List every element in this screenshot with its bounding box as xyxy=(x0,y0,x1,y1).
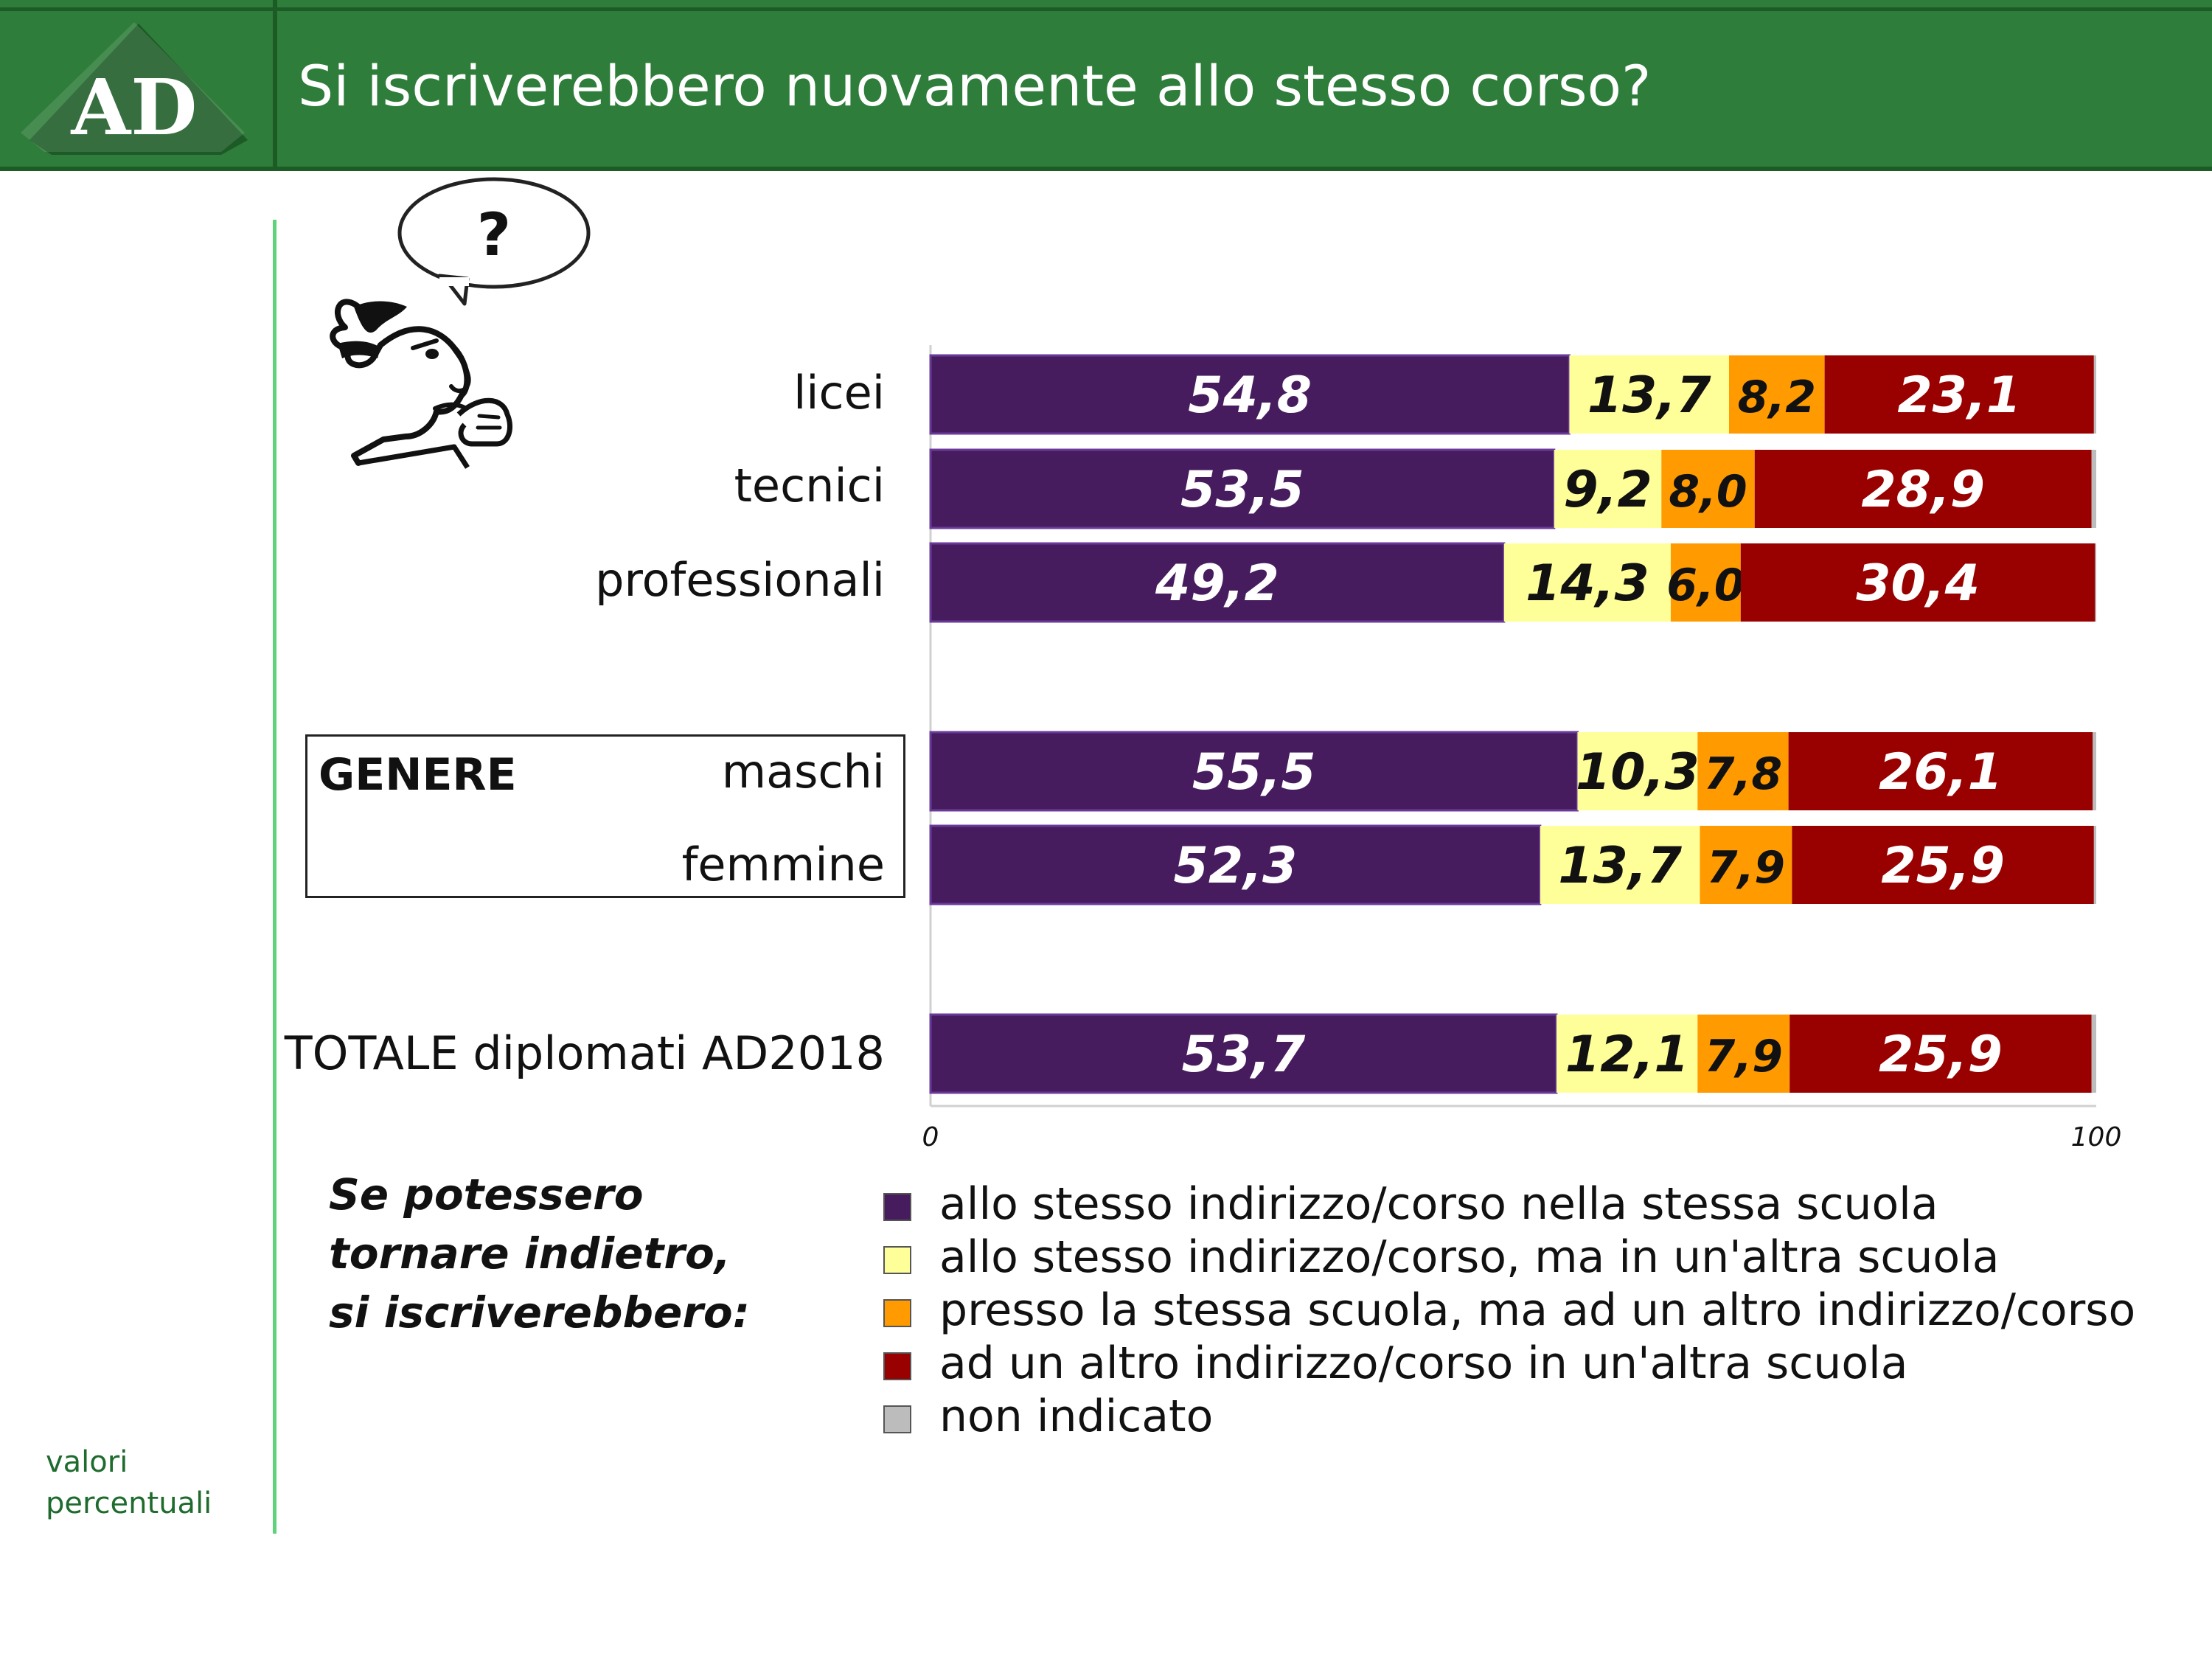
units-note: valori percentuali xyxy=(46,1441,212,1524)
bar-totale-diplomati-ad2018-series-2 xyxy=(1697,1015,1790,1093)
bubble-question-mark: ? xyxy=(477,201,511,269)
legend-swatch-yellow xyxy=(883,1246,911,1274)
data-label-licei-series-2: 8,2 xyxy=(1738,372,1816,423)
data-label-professionali-series-3: 30,4 xyxy=(1856,554,1980,613)
bar-maschi-series-1 xyxy=(1577,732,1698,810)
data-label-tecnici-series-1: 9,2 xyxy=(1563,461,1652,519)
header-top-rule xyxy=(0,7,2212,11)
data-label-femmine-series-3: 25,9 xyxy=(1881,837,2005,895)
data-label-maschi-series-1: 10,3 xyxy=(1576,743,1700,801)
bar-femmine-series-3 xyxy=(1792,826,2094,904)
bar-tecnici-series-1 xyxy=(1554,450,1662,528)
question-text: Se potessero tornare indietro, si iscriv… xyxy=(329,1165,750,1342)
bar-licei-series-1 xyxy=(1569,355,1729,434)
data-label-professionali-series-0: 49,2 xyxy=(1155,554,1279,613)
data-label-femmine-series-0: 52,3 xyxy=(1174,837,1298,895)
bar-maschi-series-2 xyxy=(1697,732,1789,810)
x-tick-label: 100 xyxy=(2071,1122,2122,1152)
bar-professionali-series-1 xyxy=(1503,543,1671,622)
legend-label: allo stesso indirizzo/corso nella stessa… xyxy=(939,1178,1938,1230)
header-bar: AD Si iscriverebbero nuovamente allo ste… xyxy=(0,0,2212,171)
legend-label: ad un altro indirizzo/corso in un'altra … xyxy=(939,1338,1908,1389)
bar-licei-series-2 xyxy=(1728,355,1825,434)
category-label-maschi: maschi xyxy=(721,745,885,799)
ad-logo: AD xyxy=(0,0,273,171)
data-label-tecnici-series-2: 8,0 xyxy=(1669,466,1747,518)
category-label-tecnici: tecnici xyxy=(734,459,885,512)
side-rule xyxy=(273,220,276,1534)
category-label-licei: licei xyxy=(793,366,885,420)
data-label-femmine-series-2: 7,9 xyxy=(1707,842,1785,894)
data-label-tecnici-series-0: 53,5 xyxy=(1180,461,1304,519)
genere-label: GENERE xyxy=(319,749,517,801)
legend-swatch-orange xyxy=(883,1299,911,1327)
legend-swatch-grey xyxy=(883,1405,911,1433)
bar-totale-diplomati-ad2018-series-1 xyxy=(1556,1015,1698,1093)
legend-swatch-red xyxy=(883,1352,911,1380)
bar-tecnici-series-0 xyxy=(929,448,1556,529)
bar-tecnici-series-3 xyxy=(1754,450,2092,528)
bar-totale-diplomati-ad2018-series-3 xyxy=(1790,1015,2092,1093)
units-note-line-2: percentuali xyxy=(46,1486,212,1520)
legend-swatch-purple xyxy=(883,1193,911,1221)
bar-femmine-series-2 xyxy=(1700,826,1792,904)
question-line-2: tornare indietro, xyxy=(329,1228,731,1279)
category-label-professionali: professionali xyxy=(595,553,885,607)
logo-text: AD xyxy=(71,62,198,153)
question-line-3: si iscriverebbero: xyxy=(329,1287,750,1338)
category-label-totale: TOTALE diplomati AD2018 xyxy=(284,1026,885,1080)
bar-maschi-series-3 xyxy=(1788,732,2093,810)
data-label-licei-series-3: 23,1 xyxy=(1897,366,2021,425)
legend-label: non indicato xyxy=(939,1391,1214,1442)
data-label-totale-diplomati-ad2018-series-3: 25,9 xyxy=(1879,1026,2003,1084)
question-line-1: Se potessero xyxy=(329,1169,644,1220)
bar-totale-diplomati-ad2018-series-0 xyxy=(929,1013,1558,1094)
units-note-line-1: valori xyxy=(46,1445,128,1479)
bar-professionali-series-2 xyxy=(1670,543,1741,622)
page-title: Si iscriverebbero nuovamente allo stesso… xyxy=(298,53,1652,119)
data-label-licei-series-1: 13,7 xyxy=(1587,366,1711,425)
data-label-maschi-series-0: 55,5 xyxy=(1192,743,1316,801)
data-label-tecnici-series-3: 28,9 xyxy=(1861,461,1985,519)
data-label-totale-diplomati-ad2018-series-1: 12,1 xyxy=(1565,1026,1689,1084)
data-label-maschi-series-3: 26,1 xyxy=(1879,743,2003,801)
bar-professionali-series-4 xyxy=(2095,543,2096,622)
bar-tecnici-series-4 xyxy=(2091,450,2096,528)
legend-label: presso la stessa scuola, ma ad un altro … xyxy=(939,1284,2136,1336)
bar-licei-series-3 xyxy=(1824,355,2094,434)
bar-maschi-series-0 xyxy=(929,731,1579,812)
category-label-femmine: femmine xyxy=(681,838,885,891)
bar-femmine-series-1 xyxy=(1540,826,1700,904)
genere-box xyxy=(305,734,905,898)
bar-totale-diplomati-ad2018-series-4 xyxy=(2091,1015,2096,1093)
data-label-professionali-series-1: 14,3 xyxy=(1526,554,1649,613)
bar-licei-series-4 xyxy=(2093,355,2096,434)
bar-maschi-series-4 xyxy=(2093,732,2096,810)
data-label-totale-diplomati-ad2018-series-2: 7,9 xyxy=(1705,1031,1783,1082)
bar-professionali-series-0 xyxy=(929,542,1506,623)
data-label-maschi-series-2: 7,8 xyxy=(1704,748,1782,800)
data-label-professionali-series-2: 6,0 xyxy=(1666,560,1745,611)
thinking-person-icon: ? xyxy=(330,177,591,469)
bar-tecnici-series-2 xyxy=(1661,450,1755,528)
bar-femmine-series-0 xyxy=(929,824,1542,905)
header-divider xyxy=(273,0,277,171)
bar-femmine-series-4 xyxy=(2093,826,2096,904)
x-tick-label: 0 xyxy=(922,1122,939,1152)
data-label-licei-series-0: 54,8 xyxy=(1188,366,1312,425)
data-label-femmine-series-1: 13,7 xyxy=(1558,837,1682,895)
bar-licei-series-0 xyxy=(929,354,1571,435)
legend-label: allo stesso indirizzo/corso, ma in un'al… xyxy=(939,1231,2000,1283)
bar-professionali-series-3 xyxy=(1740,543,2096,622)
data-label-totale-diplomati-ad2018-series-0: 53,7 xyxy=(1182,1026,1306,1084)
